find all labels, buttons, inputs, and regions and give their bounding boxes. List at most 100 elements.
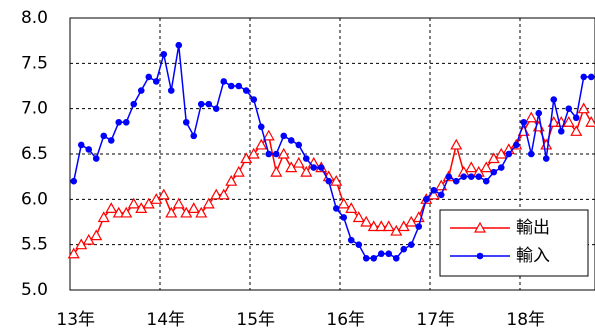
point xyxy=(542,155,550,162)
point xyxy=(362,254,370,262)
point xyxy=(187,202,200,213)
point xyxy=(525,111,538,123)
point xyxy=(450,138,463,150)
point xyxy=(77,141,85,149)
point xyxy=(415,223,423,230)
point xyxy=(465,161,478,173)
point xyxy=(577,102,590,114)
point xyxy=(382,220,395,232)
point xyxy=(505,150,513,158)
point xyxy=(310,164,318,171)
legend-label: 輸出 xyxy=(516,218,550,238)
point xyxy=(580,73,588,81)
point xyxy=(100,132,108,140)
point xyxy=(520,118,528,126)
point xyxy=(572,114,580,122)
point xyxy=(205,100,213,108)
point xyxy=(270,165,283,177)
point xyxy=(280,132,288,140)
point xyxy=(377,250,385,258)
point xyxy=(277,147,290,159)
point xyxy=(317,164,325,171)
point xyxy=(247,147,260,159)
x-tick-label: 13年 xyxy=(56,310,95,330)
point xyxy=(172,197,185,209)
point xyxy=(392,254,400,262)
point xyxy=(227,82,235,90)
point xyxy=(445,173,453,180)
point xyxy=(212,105,220,112)
point xyxy=(347,236,355,244)
point xyxy=(385,250,393,258)
point xyxy=(337,197,350,209)
point xyxy=(217,188,230,200)
series xyxy=(70,41,595,262)
point xyxy=(562,116,575,127)
point xyxy=(195,206,208,218)
point xyxy=(220,78,228,85)
x-tick-label: 16年 xyxy=(326,310,365,330)
point xyxy=(145,73,153,81)
point xyxy=(340,214,348,221)
point xyxy=(175,41,183,49)
point xyxy=(115,118,123,126)
point xyxy=(585,116,595,127)
point xyxy=(152,78,160,85)
point xyxy=(565,105,573,112)
point xyxy=(476,252,484,260)
x-tick-label: 15年 xyxy=(236,310,275,330)
point xyxy=(473,221,487,233)
point xyxy=(480,161,493,173)
point xyxy=(430,186,438,194)
point xyxy=(370,254,378,262)
point xyxy=(167,87,175,94)
point xyxy=(482,177,490,185)
point xyxy=(570,125,583,136)
point xyxy=(490,168,498,176)
point xyxy=(527,150,535,158)
point xyxy=(122,118,130,126)
point xyxy=(137,87,145,94)
point xyxy=(452,177,460,185)
point xyxy=(367,220,380,232)
point xyxy=(130,100,138,108)
legend xyxy=(439,209,589,277)
y-tick-label: 7.0 xyxy=(21,99,48,119)
point xyxy=(375,220,388,232)
point xyxy=(295,141,303,149)
point xyxy=(332,205,340,212)
point xyxy=(262,129,275,141)
point xyxy=(272,150,280,158)
point xyxy=(422,196,430,203)
x-tick-label: 17年 xyxy=(416,310,455,330)
point xyxy=(302,155,310,162)
point xyxy=(265,150,273,158)
point xyxy=(497,164,505,171)
line xyxy=(73,45,592,260)
point xyxy=(467,173,475,180)
point xyxy=(257,123,265,131)
point xyxy=(512,141,520,149)
point xyxy=(330,174,343,186)
point xyxy=(127,197,140,209)
point xyxy=(400,245,408,253)
point xyxy=(300,165,313,177)
point xyxy=(157,188,170,200)
point xyxy=(112,206,125,218)
point xyxy=(287,137,295,144)
point xyxy=(232,165,245,177)
point xyxy=(85,146,93,153)
point xyxy=(197,100,205,108)
point xyxy=(587,73,595,81)
point xyxy=(355,241,363,248)
point xyxy=(292,156,305,168)
point xyxy=(210,188,223,200)
point xyxy=(190,132,198,140)
point xyxy=(105,202,118,213)
point xyxy=(70,177,78,185)
x-tick-label: 14年 xyxy=(146,310,185,330)
y-tick-label: 5.0 xyxy=(21,280,48,300)
legend-label: 輸入 xyxy=(516,246,550,266)
point xyxy=(460,173,468,180)
point xyxy=(407,241,415,248)
